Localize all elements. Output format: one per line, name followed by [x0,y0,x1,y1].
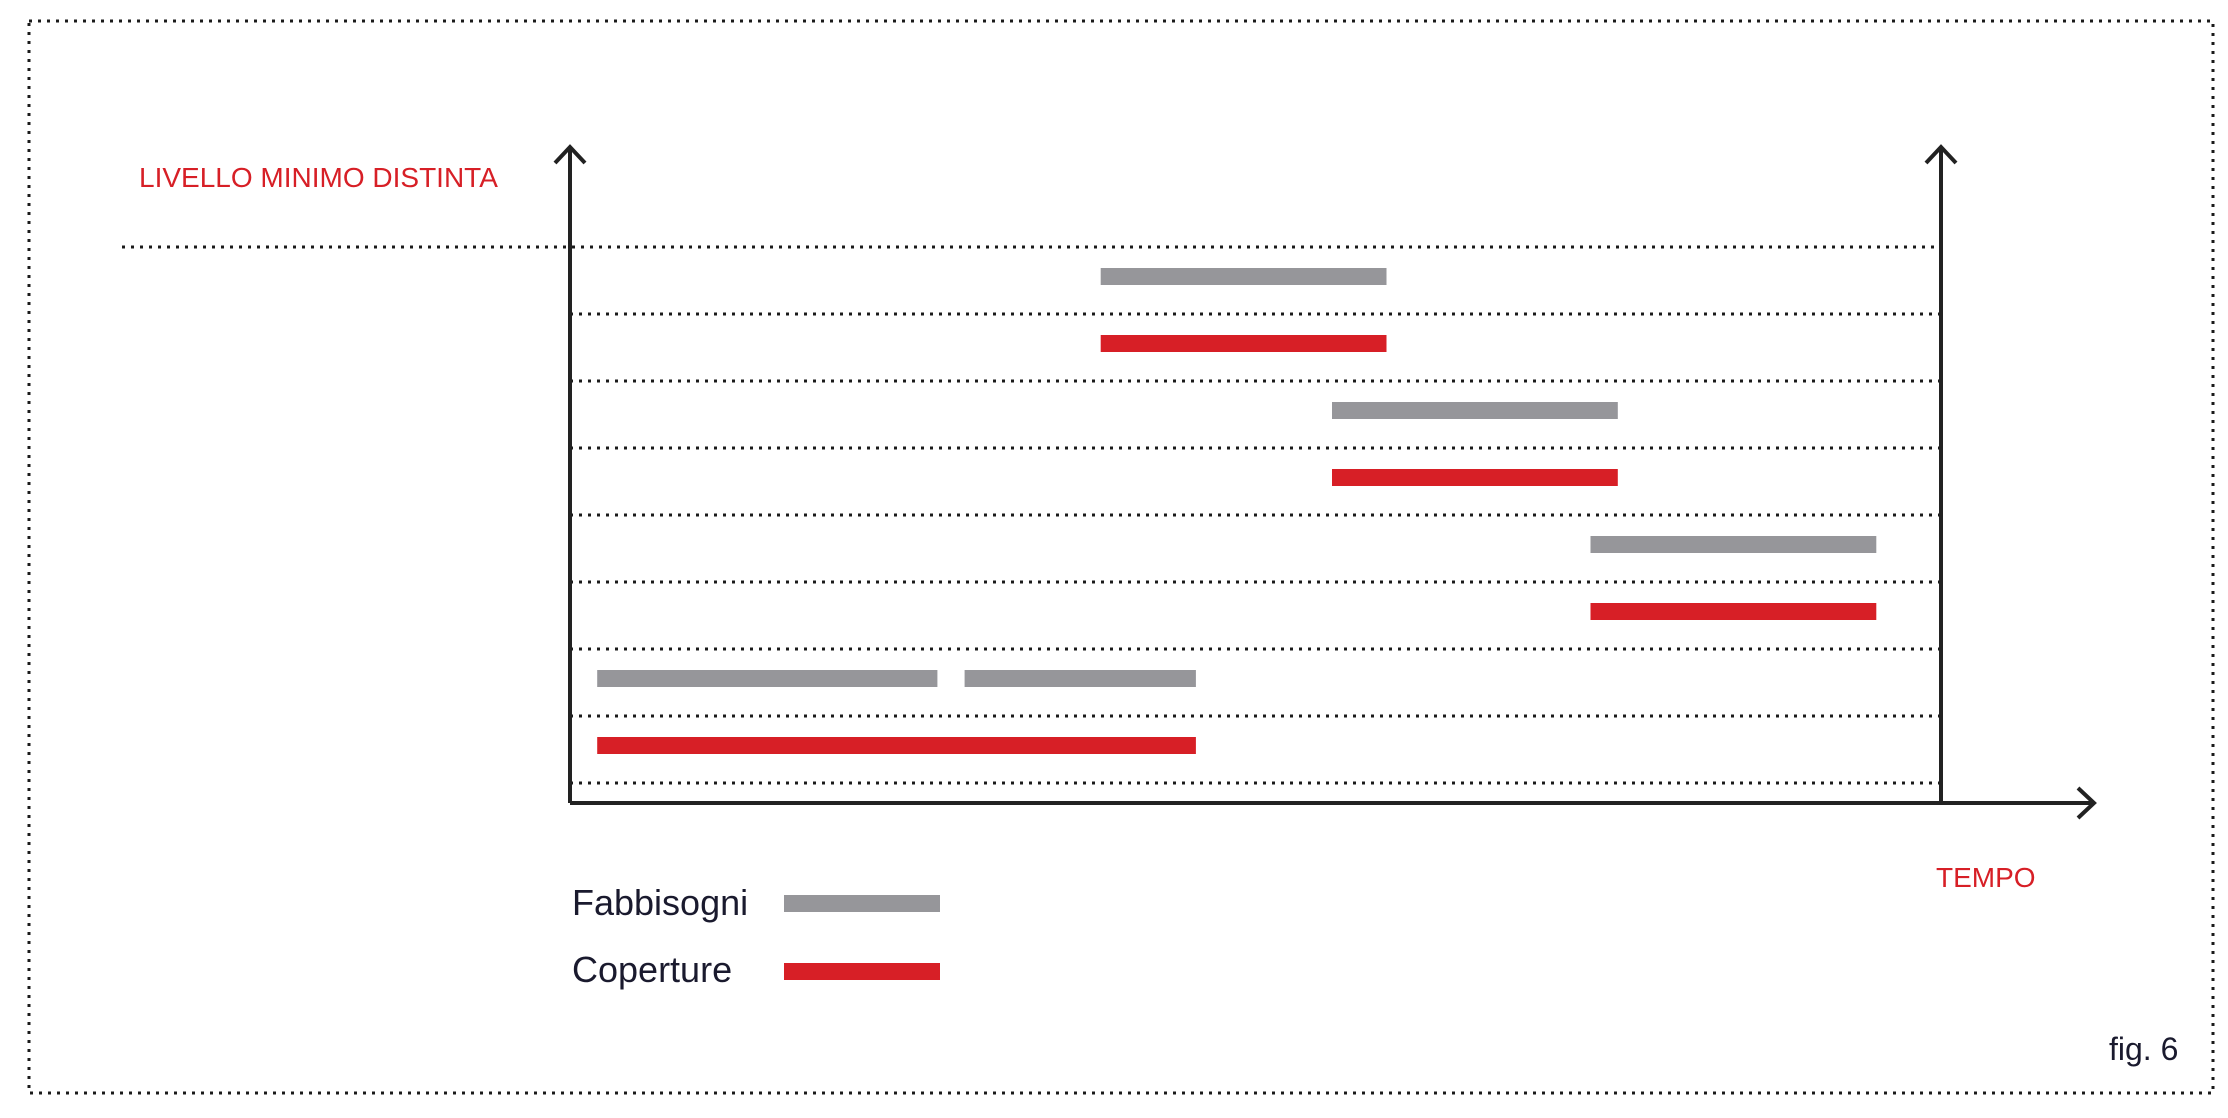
requirement-bar [1332,402,1618,419]
y-axis-right-arrowhead [1924,144,1958,165]
x-axis-label: TEMPO [1936,862,2036,893]
y-axis-label: LIVELLO MINIMO DISTINTA [139,162,498,193]
coverage-bar [1100,335,1387,352]
legend-swatch-requirements [784,895,940,912]
legend-label-coverage: Coperture [572,949,733,990]
gantt-bars [597,268,1877,754]
legend-label-requirements: Fabbisogni [572,882,749,923]
requirement-bar [597,670,938,687]
coverage-bar [597,737,1196,754]
legend-swatch-coverage [784,963,940,980]
level-gridlines [122,245,1941,785]
requirement-bar [1100,268,1387,285]
requirement-bar [964,670,1196,687]
x-axis-arrowhead [2076,786,2097,820]
coverage-bar [1590,603,1877,620]
requirement-bar [1590,536,1877,553]
y-axis-left-arrowhead [553,144,587,165]
figure-frame [27,19,2215,1095]
coverage-bar [1332,469,1618,486]
figure-number: fig. 6 [2109,1031,2179,1067]
